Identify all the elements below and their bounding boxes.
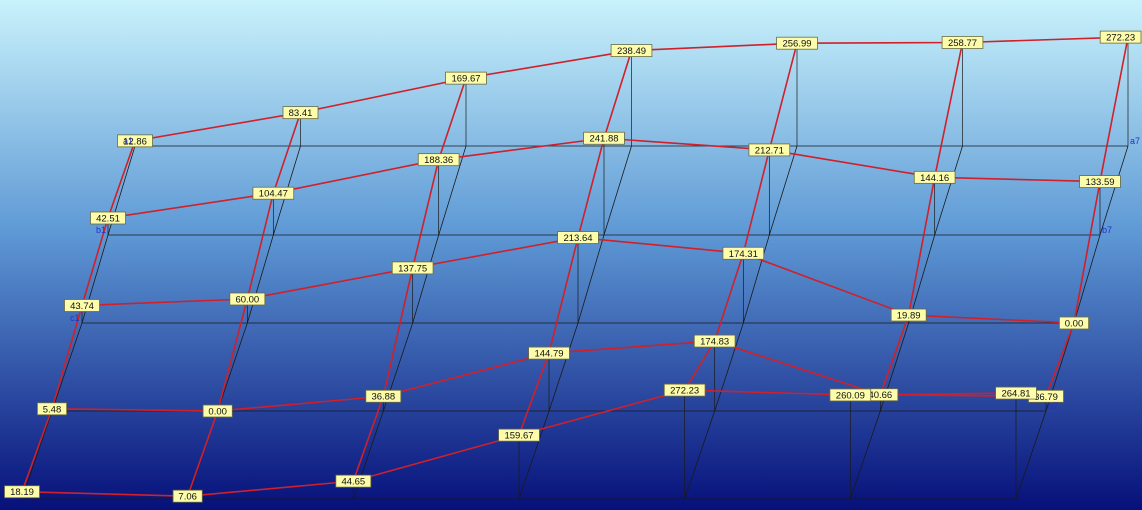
data-label: 43.74 bbox=[64, 299, 100, 312]
svg-text:12.86: 12.86 bbox=[123, 136, 147, 147]
data-label: 169.67 bbox=[445, 71, 487, 85]
data-label: 12.86 bbox=[117, 134, 153, 147]
data-label: 174.83 bbox=[693, 334, 736, 348]
data-label: 258.77 bbox=[941, 36, 984, 49]
svg-text:19.89: 19.89 bbox=[897, 311, 921, 322]
svg-text:260.09: 260.09 bbox=[836, 390, 865, 401]
svg-text:133.59: 133.59 bbox=[1085, 177, 1114, 188]
svg-text:36.88: 36.88 bbox=[371, 392, 395, 403]
svg-text:258.77: 258.77 bbox=[948, 38, 977, 49]
svg-text:36.79: 36.79 bbox=[1034, 392, 1058, 403]
data-label: 104.47 bbox=[252, 186, 295, 200]
data-label: 44.65 bbox=[335, 474, 372, 488]
svg-text:0.00: 0.00 bbox=[1065, 319, 1084, 330]
svg-text:144.16: 144.16 bbox=[920, 173, 949, 184]
data-label: 256.99 bbox=[776, 36, 818, 50]
data-label: 137.75 bbox=[391, 261, 434, 274]
svg-text:213.64: 213.64 bbox=[563, 233, 592, 244]
svg-text:169.67: 169.67 bbox=[451, 74, 480, 85]
svg-text:5.48: 5.48 bbox=[43, 404, 62, 415]
svg-text:159.67: 159.67 bbox=[504, 431, 533, 442]
svg-text:188.36: 188.36 bbox=[424, 155, 453, 166]
svg-text:264.81: 264.81 bbox=[1001, 389, 1030, 400]
row-label-right: b7 bbox=[1048, 401, 1058, 411]
data-label: 212.71 bbox=[748, 143, 791, 156]
svg-text:174.31: 174.31 bbox=[729, 249, 758, 260]
data-label: 264.81 bbox=[995, 386, 1037, 400]
data-label: 260.09 bbox=[829, 388, 872, 401]
data-label: 188.36 bbox=[417, 153, 460, 166]
svg-text:212.71: 212.71 bbox=[755, 145, 784, 156]
row-label-left: b1 bbox=[96, 225, 106, 235]
svg-text:144.79: 144.79 bbox=[534, 349, 563, 360]
data-label: 159.67 bbox=[498, 428, 540, 442]
svg-text:137.75: 137.75 bbox=[398, 263, 427, 274]
svg-text:43.74: 43.74 bbox=[70, 301, 94, 312]
data-label: 272.23 bbox=[1099, 30, 1142, 44]
data-label: 19.89 bbox=[890, 308, 927, 322]
data-label: 174.31 bbox=[722, 246, 765, 260]
svg-text:42.51: 42.51 bbox=[96, 213, 120, 224]
svg-text:272.23: 272.23 bbox=[1106, 33, 1135, 44]
data-label: 18.19 bbox=[4, 485, 40, 498]
svg-text:18.19: 18.19 bbox=[10, 487, 34, 498]
svg-text:256.99: 256.99 bbox=[782, 39, 811, 50]
data-label: 213.64 bbox=[557, 231, 599, 244]
svg-text:7.06: 7.06 bbox=[178, 492, 197, 503]
data-label: 0.00 bbox=[1059, 316, 1090, 330]
data-label: 83.41 bbox=[282, 106, 319, 119]
data-label: 272.23 bbox=[663, 383, 706, 397]
data-label: 7.06 bbox=[172, 489, 203, 503]
svg-text:272.23: 272.23 bbox=[670, 386, 699, 397]
row-label-right: b7 bbox=[1102, 225, 1112, 235]
data-label: 42.51 bbox=[90, 211, 126, 224]
data-label: 60.00 bbox=[229, 292, 266, 306]
data-label: 238.49 bbox=[610, 44, 653, 57]
svg-text:0.00: 0.00 bbox=[208, 407, 227, 418]
svg-text:241.88: 241.88 bbox=[589, 134, 618, 145]
svg-text:238.49: 238.49 bbox=[617, 46, 646, 57]
svg-text:40.66: 40.66 bbox=[868, 390, 892, 401]
row-label-right: a7 bbox=[1130, 136, 1140, 146]
data-label: 133.59 bbox=[1079, 175, 1121, 188]
data-label: 0.00 bbox=[202, 404, 233, 418]
svg-text:83.41: 83.41 bbox=[289, 108, 313, 119]
data-label: 5.48 bbox=[37, 402, 68, 415]
data-label: 144.16 bbox=[913, 170, 956, 184]
svg-text:44.65: 44.65 bbox=[341, 477, 365, 488]
row-label-left: a1 bbox=[123, 136, 133, 146]
svg-text:60.00: 60.00 bbox=[235, 295, 259, 306]
data-label: 36.88 bbox=[365, 389, 402, 403]
svg-text:174.83: 174.83 bbox=[700, 337, 729, 348]
row-label-left: c1 bbox=[70, 313, 80, 323]
data-label: 144.79 bbox=[528, 346, 570, 360]
svg-text:104.47: 104.47 bbox=[259, 189, 288, 200]
row-labels: a1 a7 b1 b7 c1 b7 bbox=[70, 136, 1140, 411]
value-labels: 12.86 83.41 169.67 238.49 256.99 258.77 272.23… bbox=[4, 30, 1142, 503]
data-label: 241.88 bbox=[583, 131, 625, 145]
